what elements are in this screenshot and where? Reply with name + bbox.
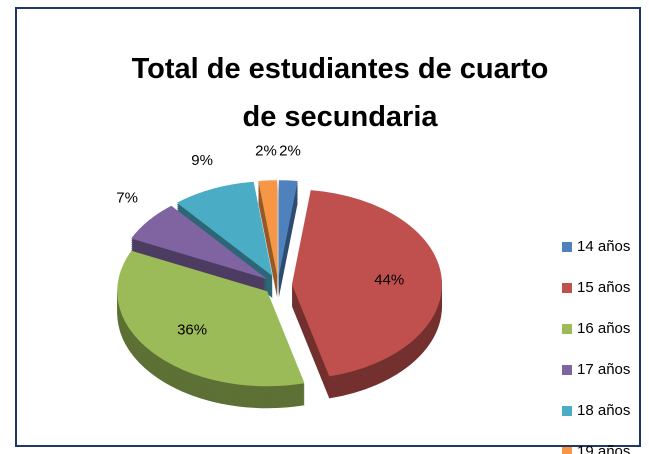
title-line: Total de estudiantes de cuarto [132,53,549,85]
legend-label: 16 años [577,320,630,337]
data-label: 44% [374,271,404,288]
chart-title: Total de estudiantes de cuarto de secunda… [132,53,549,133]
data-label: 2% [279,142,301,159]
pie-slice [278,180,298,276]
title-line: de secundaria [242,101,438,133]
legend-swatch [562,324,572,334]
legend-label: 19 años [577,443,630,454]
legend-label: 14 años [577,238,630,255]
data-label: 9% [191,152,213,169]
pie-slice [117,250,305,387]
pie-slice [131,205,267,279]
legend-label: 15 años [577,279,630,296]
pie-slice [291,190,442,377]
legend-label: 18 años [577,402,630,419]
pie-slice [176,181,273,277]
data-label: 2% [255,142,277,159]
legend-swatch [562,406,572,416]
pie-slice [258,180,278,276]
legend-swatch [562,447,572,454]
data-label: 7% [116,189,138,206]
legend-label: 17 años [577,361,630,378]
legend-swatch [562,283,572,293]
legend-swatch [562,365,572,375]
legend-swatch [562,242,572,252]
data-label: 36% [177,322,207,339]
